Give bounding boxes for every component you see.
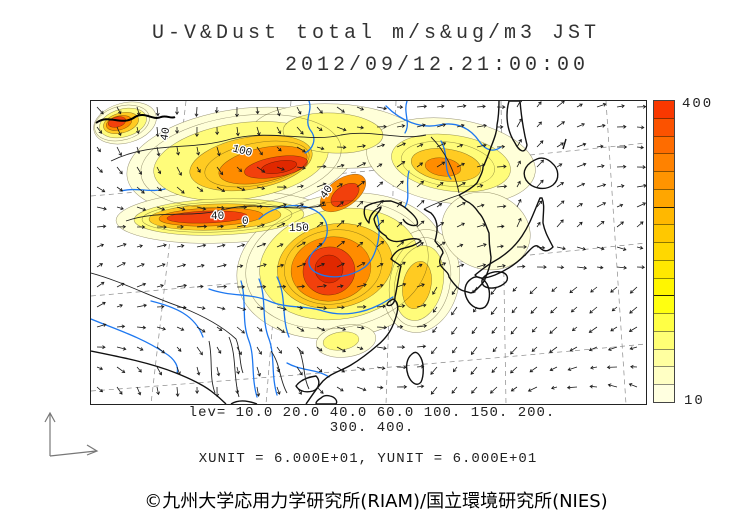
copyright-credit: ©九州大学応用力学研究所(RIAM)/国立環境研究所(NIES) xyxy=(144,491,608,512)
contour-label: 40 xyxy=(211,211,224,223)
coastlines xyxy=(91,101,567,404)
colorbar-segment xyxy=(654,313,674,331)
contour-label: 0 xyxy=(242,216,249,228)
colorbar-segment xyxy=(654,117,674,136)
colorbar-segment xyxy=(654,242,674,260)
colorbar-segment xyxy=(654,348,674,367)
colorbar-segment xyxy=(654,101,674,118)
colorbar-max-label: 400 xyxy=(682,96,714,112)
colorbar-segment xyxy=(654,224,674,243)
colorbar xyxy=(653,100,675,403)
x-axis-arrow-icon xyxy=(49,444,99,457)
contour-label: 40 xyxy=(159,127,173,142)
colorbar-min-label: 10 xyxy=(684,393,705,409)
colorbar-segment xyxy=(654,206,674,225)
colorbar-segment xyxy=(654,259,674,278)
graticule-lines xyxy=(91,101,646,404)
colorbar-segment xyxy=(654,171,674,189)
unit-scale-text: XUNIT = 6.000E+01, YUNIT = 6.000E+01 xyxy=(198,451,538,467)
map-plot-area: 40 100 40 0 150 40 xyxy=(90,100,647,405)
y-axis-arrow-icon xyxy=(44,411,56,456)
colorbar-segment xyxy=(654,366,674,385)
chart-timestamp: 2012/09/12.21:00:00 xyxy=(284,54,590,77)
contour-label: 150 xyxy=(289,223,309,235)
colorbar-segment xyxy=(654,188,674,207)
colorbar-segment xyxy=(654,277,674,296)
contour-levels-line2: 300. 400. xyxy=(329,420,415,436)
mountain-ridge-line xyxy=(95,114,176,124)
contour-levels-line1: lev= 10.0 20.0 40.0 60.0 100. 150. 200. xyxy=(188,405,556,421)
chart-title: U-V&Dust total m/s&ug/m3 JST xyxy=(151,22,601,45)
colorbar-segment xyxy=(654,135,674,154)
dust-fill-level-400 xyxy=(260,160,344,284)
colorbar-segment xyxy=(654,384,674,403)
colorbar-segment xyxy=(654,330,674,349)
colorbar-segment xyxy=(654,295,674,314)
wind-vector-field xyxy=(96,101,646,398)
axis-orientation-arrows xyxy=(34,404,108,466)
colorbar-segment xyxy=(654,153,674,172)
rivers xyxy=(91,101,502,398)
country-borders xyxy=(91,132,460,398)
